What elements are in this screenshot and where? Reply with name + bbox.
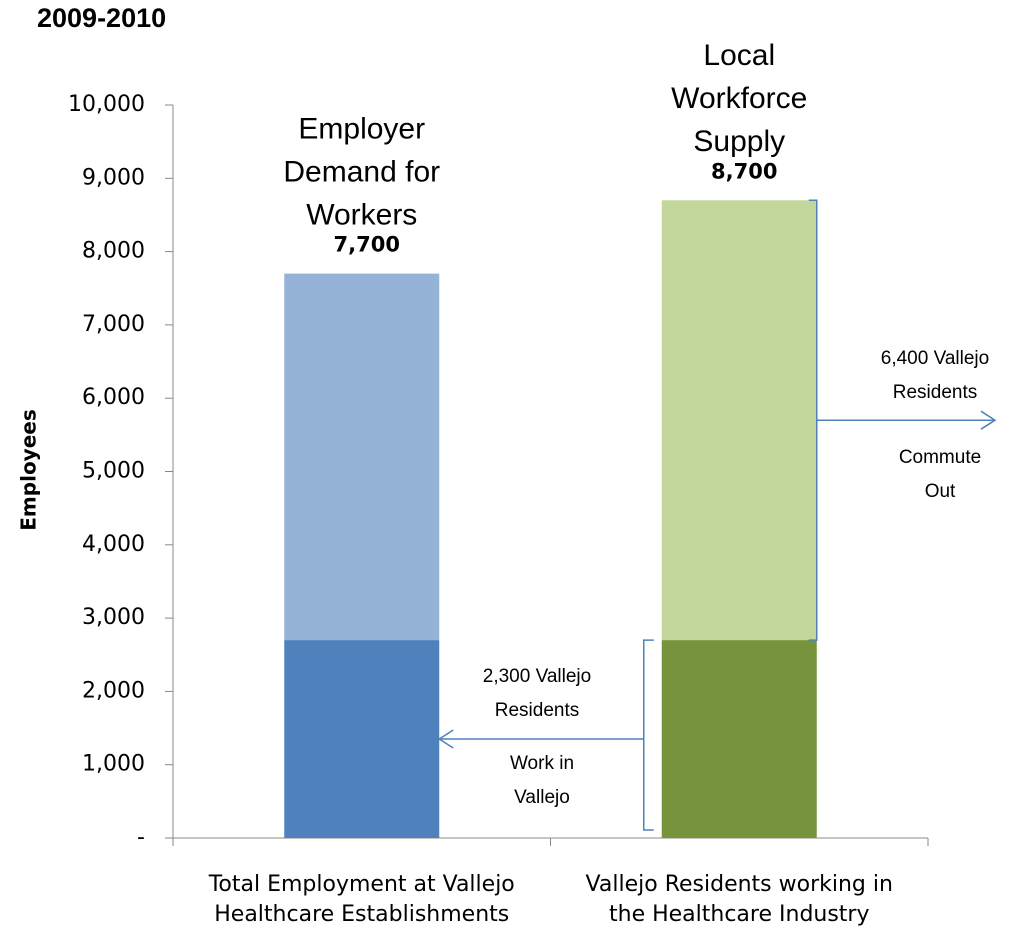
x-tick-label: Total Employment at Vallejo [208,872,515,897]
annotation: Out [925,481,956,502]
annotation: Commute [899,447,981,468]
y-tick-label: 7,000 [82,312,145,337]
chart-title: 2009-2010 [37,3,166,33]
bar-segment [661,640,817,838]
annotation: Residents [495,700,580,721]
y-tick-label: 4,000 [82,532,145,557]
y-tick-label: 5,000 [82,459,145,484]
bar-header: Workforce [671,82,807,115]
y-axis-label: Employees [17,409,41,530]
annotation: 6,400 Vallejo [881,348,989,369]
annotation: 2,300 Vallejo [483,666,591,687]
y-tick-label: 8,000 [82,239,145,264]
y-tick-label: 2,000 [82,678,145,703]
y-tick-label: 10,000 [68,92,145,117]
bracket [439,639,654,831]
y-tick-label: 3,000 [82,605,145,630]
bar-segment [284,640,440,838]
y-tick-label: 9,000 [82,165,145,190]
y-tick-label: - [137,825,145,850]
bracket [808,199,995,641]
annotation: Residents [893,382,978,403]
x-tick-label: Healthcare Establishments [214,902,509,927]
bar-header: Demand for [283,156,440,189]
y-tick-label: 1,000 [82,752,145,777]
annotation: Vallejo [514,787,570,808]
total-label: 8,700 [711,159,777,183]
bar-segment [661,200,817,641]
arrowhead [437,729,454,749]
x-tick-label: the Healthcare Industry [609,902,870,927]
arrowhead [980,410,997,430]
bar-header: Workers [306,199,417,232]
bar-header: Local [703,39,775,72]
total-label: 7,700 [334,233,400,257]
y-tick-label: 6,000 [82,385,145,410]
annotation: Work in [510,753,574,774]
x-tick-label: Vallejo Residents working in [586,872,893,897]
bar-header: Supply [693,125,785,158]
bar-segment [284,273,440,641]
bar-header: Employer [298,113,425,146]
